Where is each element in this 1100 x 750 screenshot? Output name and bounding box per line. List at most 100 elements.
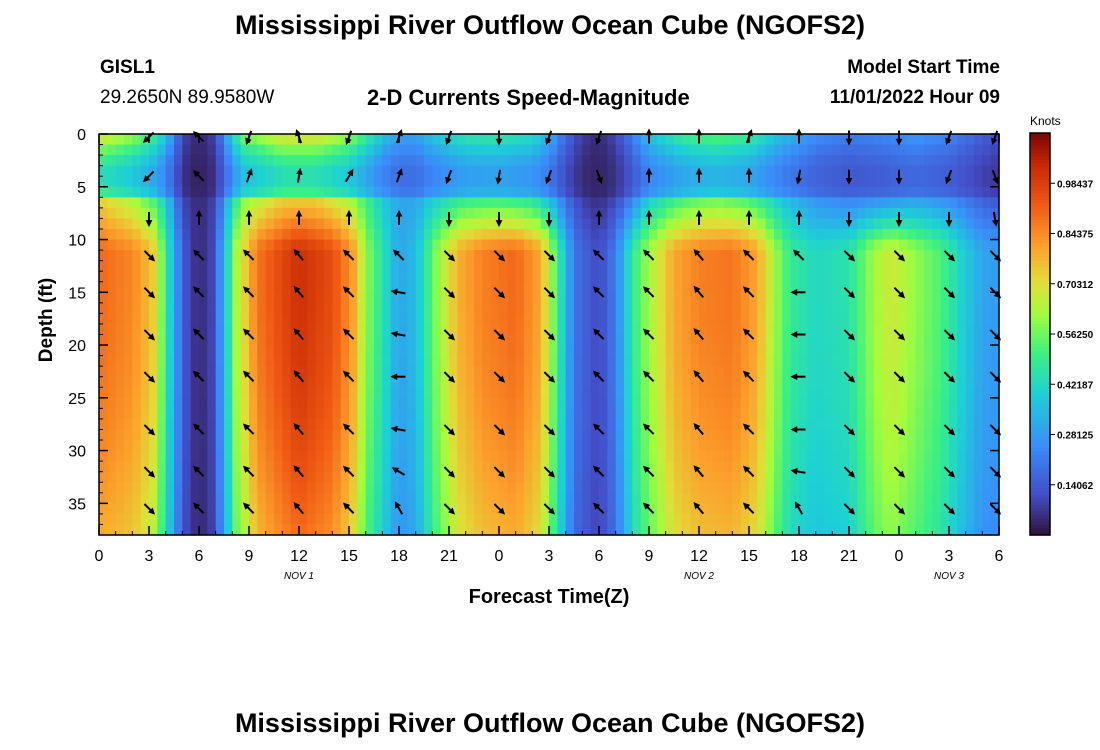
- heat-cell: [474, 503, 483, 515]
- heat-cell: [99, 366, 108, 378]
- heat-cell: [474, 524, 483, 536]
- heat-cell: [640, 376, 650, 388]
- heat-cell: [765, 218, 775, 230]
- heat-cell: [299, 250, 308, 262]
- heat-cell: [365, 450, 375, 462]
- heat-cell: [299, 513, 308, 526]
- heat-cell: [815, 471, 825, 483]
- heat-cell: [157, 408, 167, 420]
- heat-cell: [207, 429, 217, 441]
- heat-cell: [690, 492, 700, 504]
- heat-cell: [307, 207, 317, 220]
- heat-cell: [757, 144, 767, 156]
- heat-cell: [832, 239, 842, 251]
- heat-cell: [115, 492, 125, 504]
- heat-cell: [632, 387, 642, 399]
- heat-cell: [949, 197, 958, 209]
- heat-cell: [574, 281, 583, 293]
- heat-cell: [565, 513, 575, 526]
- heat-cell: [624, 218, 633, 230]
- heat-cell: [724, 260, 733, 272]
- heat-cell: [982, 471, 992, 483]
- heat-cell: [624, 418, 633, 431]
- heat-cell: [424, 376, 433, 388]
- heat-cell: [965, 176, 975, 188]
- heat-cell: [907, 418, 917, 431]
- heat-cell: [432, 176, 442, 188]
- heat-cell: [774, 524, 783, 536]
- colorbar-swatch: [1030, 417, 1050, 422]
- current-vector-arrow: [843, 250, 856, 262]
- heat-cell: [174, 418, 183, 431]
- heat-cell: [715, 197, 725, 209]
- heat-cell: [174, 176, 183, 188]
- heat-cell: [424, 207, 433, 220]
- heat-cell: [407, 334, 417, 346]
- heat-cell: [224, 260, 233, 272]
- heat-cell: [507, 144, 517, 156]
- heat-cell: [890, 450, 900, 462]
- heat-cell: [399, 355, 408, 367]
- heat-cell: [315, 440, 325, 452]
- heat-cell: [699, 482, 708, 494]
- heat-cell: [382, 450, 392, 462]
- heat-cell: [824, 376, 833, 388]
- heat-cell: [732, 228, 742, 241]
- heat-cell: [982, 176, 992, 188]
- heat-cell: [890, 260, 900, 272]
- heat-cell: [524, 366, 533, 378]
- heat-cell: [890, 165, 900, 177]
- heat-cell: [457, 429, 467, 441]
- heat-cell: [257, 186, 267, 198]
- heat-cell: [315, 218, 325, 230]
- heat-cell: [790, 144, 800, 156]
- heat-cell: [415, 471, 425, 483]
- heat-cell: [432, 239, 442, 251]
- heat-cell: [665, 250, 675, 262]
- heat-cell: [490, 292, 500, 304]
- heat-cell: [365, 271, 375, 283]
- heat-cell: [949, 281, 958, 293]
- heat-cell: [557, 461, 567, 473]
- heat-cell: [315, 334, 325, 346]
- heat-cell: [674, 271, 683, 283]
- heat-cell: [749, 144, 758, 156]
- heat-cell: [182, 239, 192, 251]
- heat-cell: [490, 492, 500, 504]
- heat-cell: [465, 281, 475, 293]
- heat-cell: [390, 492, 400, 504]
- heat-cell: [907, 471, 917, 483]
- heat-cell: [182, 176, 192, 188]
- heat-cell: [215, 155, 225, 167]
- heat-cell: [690, 186, 700, 198]
- heat-cell: [865, 271, 875, 283]
- heat-cell: [649, 387, 658, 399]
- heat-cell: [374, 271, 383, 283]
- current-vector-arrow: [192, 423, 205, 435]
- heat-cell: [415, 228, 425, 241]
- heat-cell: [665, 355, 675, 367]
- heat-cell: [957, 366, 967, 378]
- current-vector-arrow: [443, 466, 456, 478]
- heat-cell: [765, 471, 775, 483]
- heat-cell: [132, 429, 142, 441]
- heat-cell: [165, 239, 175, 251]
- heat-cell: [882, 165, 892, 177]
- heat-cell: [574, 461, 583, 473]
- heat-cell: [799, 239, 808, 251]
- heat-cell: [340, 271, 350, 283]
- heat-cell: [465, 302, 475, 314]
- heat-cell: [640, 186, 650, 198]
- heat-cell: [965, 323, 975, 336]
- heat-cell: [432, 165, 442, 177]
- heat-cell: [390, 218, 400, 230]
- heat-cell: [449, 355, 458, 367]
- heat-cell: [974, 271, 983, 283]
- heat-cell: [349, 313, 358, 325]
- heat-cell: [182, 355, 192, 367]
- heat-cell: [690, 218, 700, 230]
- heat-cell: [215, 323, 225, 336]
- heat-cell: [699, 408, 708, 420]
- heat-cell: [515, 345, 525, 357]
- heat-cell: [565, 492, 575, 504]
